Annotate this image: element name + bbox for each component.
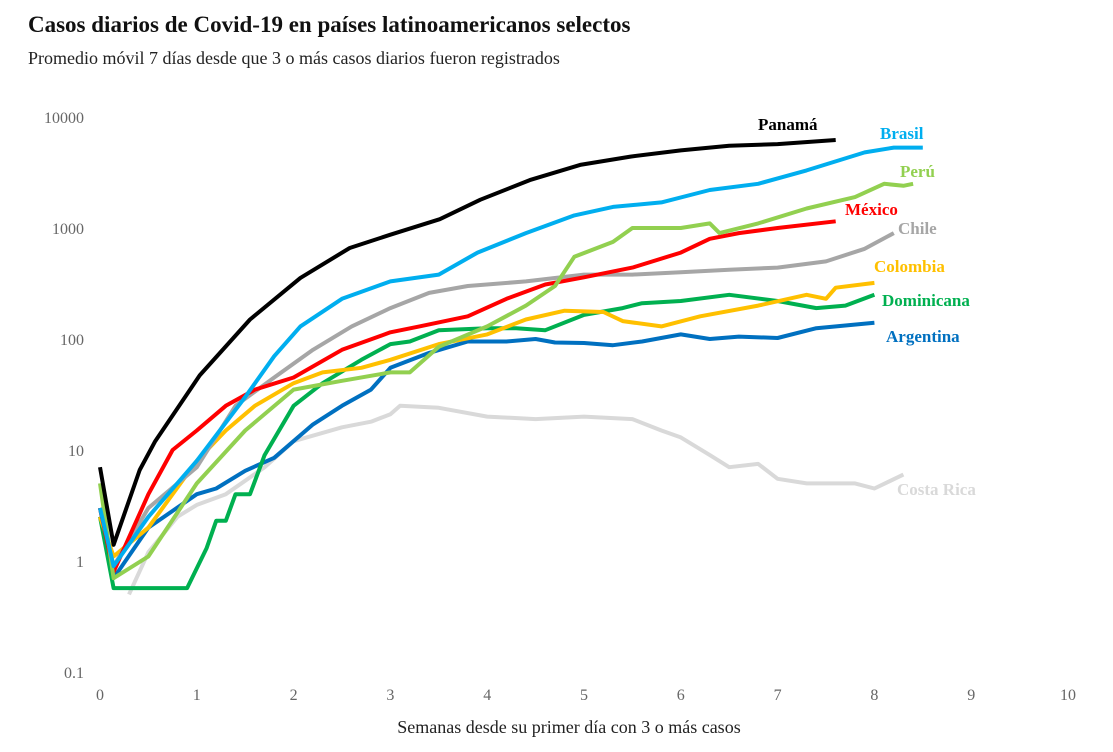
series-line-argentina (98, 320, 875, 581)
x-tick-label: 2 (290, 687, 298, 704)
series-label: Argentina (886, 327, 960, 346)
x-tick-label: 3 (386, 687, 394, 704)
series-line-brasil (98, 145, 923, 569)
chart-title: Casos diarios de Covid-19 en países lati… (28, 12, 631, 37)
series-line-panamá (98, 138, 836, 547)
series-line-colombia (98, 280, 875, 559)
x-axis-label: Semanas desde su primer día con 3 o más … (397, 717, 740, 737)
series-label: Perú (900, 162, 935, 181)
x-tick-label: 4 (483, 687, 491, 704)
y-tick-label: 0.1 (64, 665, 84, 682)
y-tick-label: 1000 (52, 221, 84, 238)
series-line-dominicana (98, 292, 876, 591)
series-line-chile (98, 231, 895, 569)
x-tick-label: 10 (1060, 687, 1076, 704)
x-tick-label: 8 (870, 687, 878, 704)
x-tick-label: 5 (580, 687, 588, 704)
series-label: México (845, 200, 898, 219)
series-label: Dominicana (882, 291, 970, 310)
y-tick-label: 10 (68, 443, 84, 460)
chart-subtitle: Promedio móvil 7 días desde que 3 o más … (28, 48, 560, 68)
series-line-perú (98, 181, 914, 581)
x-tick-label: 9 (967, 687, 975, 704)
y-tick-label: 10000 (44, 110, 84, 127)
series-line-costa-rica (127, 403, 905, 596)
series-label: Costa Rica (897, 480, 976, 499)
series-label: Colombia (874, 257, 945, 276)
x-tick-label: 1 (193, 687, 201, 704)
x-tick-label: 6 (677, 687, 685, 704)
y-tick-label: 100 (60, 332, 84, 349)
series-label: Brasil (880, 124, 924, 143)
series-label: Panamá (758, 115, 818, 134)
series-label: Chile (898, 219, 937, 238)
x-tick-label: 7 (774, 687, 782, 704)
series-line-méxico (98, 219, 836, 574)
y-tick-label: 1 (76, 554, 84, 571)
x-tick-label: 0 (96, 687, 104, 704)
